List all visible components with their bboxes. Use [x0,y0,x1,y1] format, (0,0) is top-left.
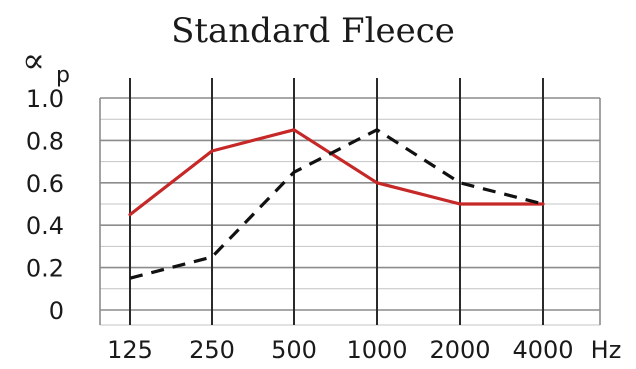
y-tick-label: 0.2 [26,255,64,283]
series-lines [128,128,545,280]
grid [99,78,601,326]
y-tick-label: 0 [49,297,64,325]
y-tick-label: 0.6 [26,170,64,198]
series-line-dashed [129,128,544,280]
x-tick-label: 250 [189,336,235,364]
x-tick-label: 125 [107,336,153,364]
series-line-solid [128,128,545,217]
y-tick-labels: 1.0 0.8 0.6 0.4 0.2 0 [26,85,64,325]
x-tick-label: 500 [271,336,317,364]
x-tick-labels: 125 250 500 1000 2000 4000 [107,336,573,364]
y-axis-label-subscript: p [56,63,70,88]
y-tick-label: 0.8 [26,127,64,155]
y-axis-label: ∝ [22,41,45,81]
x-tick-label: 1000 [346,336,407,364]
chart-title: Standard Fleece [171,11,455,51]
y-tick-label: 0.4 [26,212,64,240]
y-tick-label: 1.0 [26,85,64,113]
x-tick-label: 4000 [512,336,573,364]
x-axis-unit: Hz [591,336,622,364]
x-tick-label: 2000 [429,336,490,364]
